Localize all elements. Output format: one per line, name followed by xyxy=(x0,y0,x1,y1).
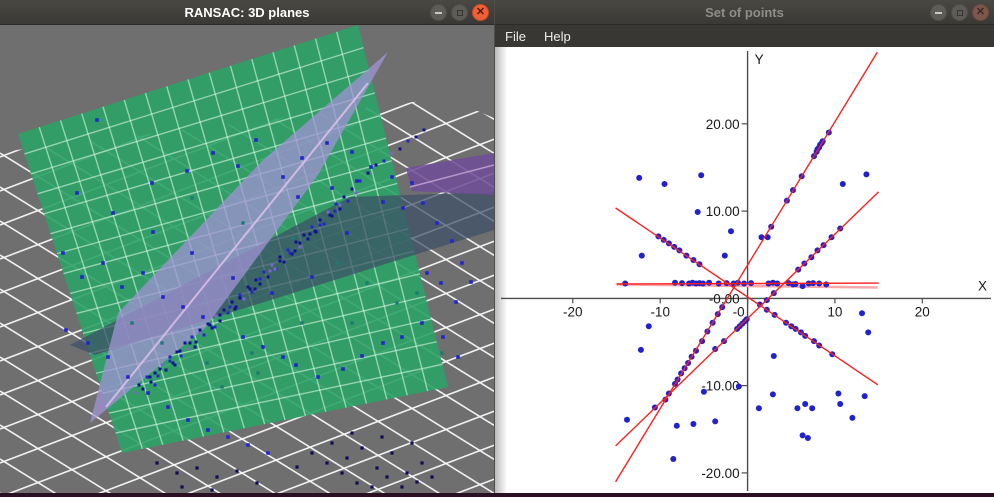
close-button[interactable]: ✕ xyxy=(472,4,489,21)
svg-text:20.00: 20.00 xyxy=(706,117,740,132)
blade-gridline xyxy=(105,82,369,408)
ransac-line-steep xyxy=(615,51,878,483)
menu-help[interactable]: Help xyxy=(543,28,571,44)
3d-points xyxy=(61,118,473,492)
menu-bar: File Help xyxy=(495,25,994,47)
svg-text:10: 10 xyxy=(827,304,842,319)
maximize-icon xyxy=(956,9,963,16)
ransac-window-title: RANSAC: 3D planes xyxy=(184,5,310,20)
minimize-button[interactable] xyxy=(430,4,447,21)
svg-text:-20: -20 xyxy=(563,304,583,319)
tick-labels: -20 -10 -0 10 20 20.00 10.00 -0.00 -10.00 -20.00 xyxy=(563,117,930,481)
minimize-button[interactable] xyxy=(930,4,947,21)
svg-text:-0: -0 xyxy=(733,304,745,319)
wedge-gridline xyxy=(409,164,494,188)
svg-text:-0.00: -0.00 xyxy=(709,291,740,306)
3d-viewport-canvas[interactable] xyxy=(0,25,494,497)
plot-area: -20 -10 -0 10 20 20.00 10.00 -0.00 -10.00 -20.00 X… xyxy=(495,47,994,497)
fit-lines xyxy=(615,51,880,483)
minimize-icon xyxy=(935,11,942,14)
set-of-points-window: Set of points ✕ File Help -20 -10 -0 10 20 20… xyxy=(494,0,994,497)
maximize-button[interactable] xyxy=(951,4,968,21)
points-window-titlebar[interactable]: Set of points ✕ xyxy=(495,0,994,25)
ransac-window-titlebar[interactable]: RANSAC: 3D planes ✕ xyxy=(0,0,494,25)
ransac-line-pale-horizontal xyxy=(616,283,878,289)
bottom-window-edge xyxy=(0,493,994,497)
svg-text:-10.00: -10.00 xyxy=(701,379,739,394)
x-axis-label: X xyxy=(978,278,987,293)
svg-text:20: 20 xyxy=(915,304,930,319)
scatter-plot-canvas[interactable]: -20 -10 -0 10 20 20.00 10.00 -0.00 -10.00 -20.00 X… xyxy=(495,47,994,497)
svg-text:-10: -10 xyxy=(650,304,670,319)
window-controls: ✕ xyxy=(930,4,989,21)
ransac-line-horizontal xyxy=(616,282,879,285)
ransac-line-negative xyxy=(615,207,879,386)
maximize-icon xyxy=(456,9,463,16)
close-icon: ✕ xyxy=(475,6,486,18)
points-window-title: Set of points xyxy=(705,5,784,20)
y-axis-label: Y xyxy=(755,52,764,67)
close-icon: ✕ xyxy=(975,6,986,18)
svg-text:10.00: 10.00 xyxy=(706,204,740,219)
minimize-icon xyxy=(435,11,442,14)
maximize-button[interactable] xyxy=(451,4,468,21)
window-controls: ✕ xyxy=(430,4,489,21)
close-button[interactable]: ✕ xyxy=(972,4,989,21)
ransac-line-medium xyxy=(615,191,880,447)
ransac-3d-window: RANSAC: 3D planes ✕ xyxy=(0,0,494,497)
svg-text:-20.00: -20.00 xyxy=(701,466,739,481)
purple-wedge-plane xyxy=(406,153,494,195)
fit-lines-under xyxy=(616,283,878,289)
purple-blade-plane xyxy=(90,52,388,423)
menu-file[interactable]: File xyxy=(505,28,526,44)
